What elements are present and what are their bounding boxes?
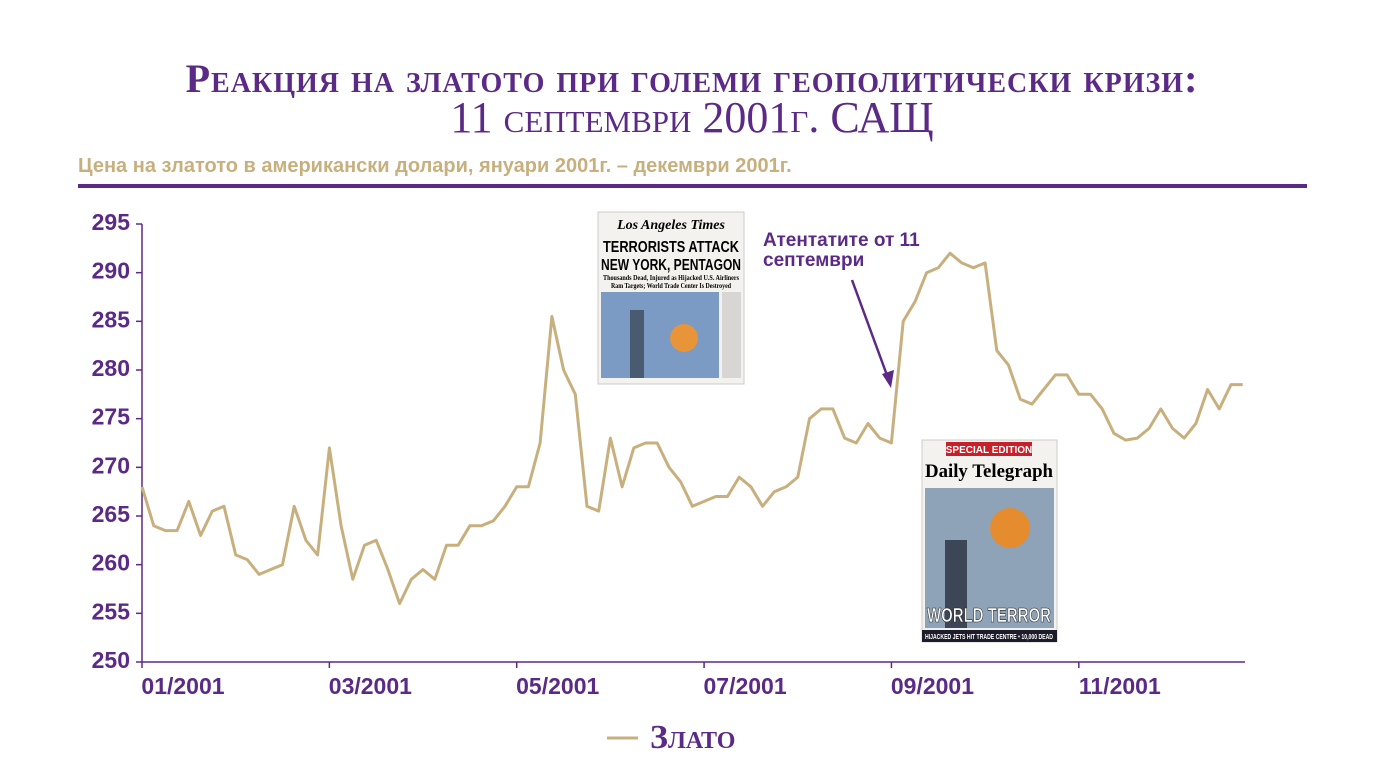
- photo-fire: [670, 324, 698, 352]
- x-tick-label: 09/2001: [891, 673, 974, 699]
- price-line: [140, 251, 1243, 606]
- chart-subtitle: Цена на златото в американски долари, ян…: [78, 155, 792, 177]
- newspaper-la-times: Los Angeles Times TERRORISTS ATTACK NEW …: [597, 211, 745, 385]
- photo-fire: [990, 508, 1030, 548]
- y-tick-label: 250: [92, 647, 130, 673]
- photo-tower: [945, 540, 967, 628]
- newspaper-headline: WORLD TERROR: [927, 605, 1051, 627]
- y-tick-label: 285: [92, 306, 131, 332]
- y-tick-label: 255: [92, 598, 131, 624]
- newspaper-headline: NEW YORK, PENTAGON: [601, 257, 741, 274]
- y-tick-label: 295: [92, 209, 131, 235]
- newspaper-column: [722, 292, 741, 378]
- annotation-arrow: [850, 279, 890, 379]
- y-tick-label: 290: [92, 258, 130, 284]
- photo-tower: [630, 310, 644, 378]
- newspaper-strap-bg: [922, 630, 1057, 642]
- x-tick-label: 05/2001: [516, 673, 599, 699]
- plot-area: 250 255 260 265 270 275 280 285 290 295 01/2001 03/…: [92, 209, 1245, 699]
- newspaper-subhead: Ram Targets; World Trade Center Is Destr…: [611, 282, 731, 290]
- newspaper-subhead: Thousands Dead, Injured as Hijacked U.S.…: [603, 274, 739, 282]
- newspaper-masthead: Daily Telegraph: [925, 461, 1053, 482]
- x-tick-label: 07/2001: [704, 673, 787, 699]
- newspaper-subhead: HIJACKED JETS HIT TRADE CENTRE • 10,000 …: [925, 634, 1053, 641]
- annotation-text: Атентатите от 11: [763, 230, 920, 251]
- y-tick-label: 265: [92, 501, 131, 527]
- y-tick-label: 260: [92, 550, 130, 576]
- newspaper-banner-bg: [946, 442, 1032, 456]
- newspaper-masthead: Los Angeles Times: [616, 218, 725, 233]
- divider: [78, 184, 1307, 188]
- newspaper-banner: SPECIAL EDITION: [946, 445, 1033, 456]
- chart-title: Реакция на златото при големи геополитич…: [186, 56, 1199, 101]
- x-tick-label: 03/2001: [329, 673, 412, 699]
- y-tick-label: 270: [92, 452, 130, 478]
- y-tick-label: 275: [92, 404, 131, 430]
- legend-label: Злато: [650, 719, 735, 756]
- newspaper-telegraph: SPECIAL EDITION Daily Telegraph WORLD TE…: [921, 439, 1058, 643]
- y-tick-label: 280: [92, 355, 130, 381]
- annotation-arrowhead: [882, 370, 894, 388]
- x-tick-label: 11/2001: [1079, 673, 1161, 699]
- x-tick-label: 01/2001: [141, 673, 224, 699]
- newspaper-headline: TERRORISTS ATTACK: [603, 239, 739, 256]
- chart-title-line2: 11 септември 2001г. САЩ: [450, 93, 933, 142]
- annotation-text: септември: [763, 250, 864, 271]
- newspaper-photo: [601, 292, 719, 378]
